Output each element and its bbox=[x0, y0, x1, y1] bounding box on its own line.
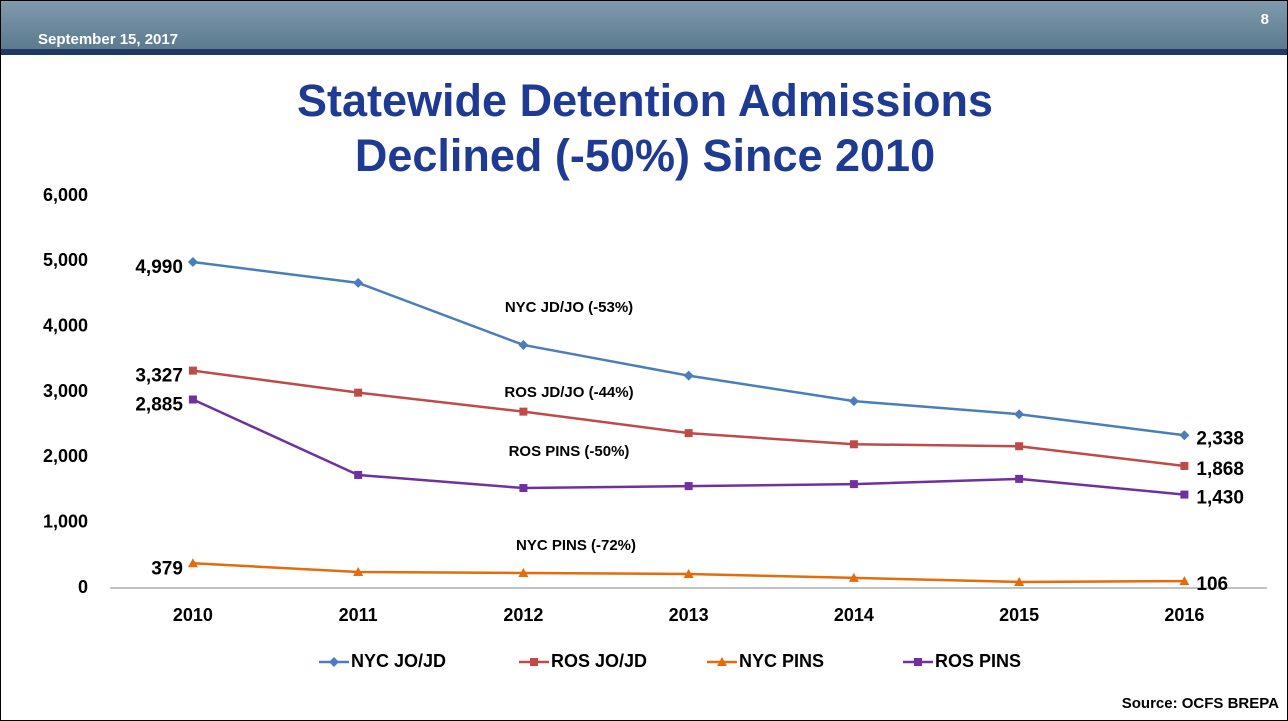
marker bbox=[849, 480, 858, 489]
marker bbox=[519, 407, 528, 416]
source: Source: OCFS BREPA bbox=[1122, 695, 1279, 712]
y-tick-label: 5,000 bbox=[43, 250, 88, 270]
date: September 15, 2017 bbox=[38, 31, 179, 48]
page-number: 8 bbox=[1260, 11, 1269, 28]
marker bbox=[717, 657, 727, 666]
marker bbox=[518, 567, 529, 577]
x-tick-label: 2012 bbox=[503, 605, 543, 625]
marker bbox=[188, 395, 197, 404]
marker bbox=[519, 484, 528, 493]
marker bbox=[848, 396, 859, 407]
y-tick-label: 2,000 bbox=[43, 446, 88, 466]
marker bbox=[518, 339, 529, 350]
legend-label: ROS JO/JD bbox=[551, 651, 647, 671]
x-tick-label: 2013 bbox=[669, 605, 709, 625]
data-label: 379 bbox=[151, 558, 183, 579]
marker bbox=[1015, 442, 1024, 451]
marker bbox=[354, 388, 363, 397]
legend-label: ROS PINS bbox=[935, 651, 1021, 671]
data-label: 1,868 bbox=[1196, 459, 1244, 480]
marker bbox=[1180, 461, 1189, 470]
marker bbox=[530, 658, 538, 666]
marker bbox=[187, 256, 198, 267]
y-tick-label: 1,000 bbox=[43, 511, 88, 531]
series-line bbox=[192, 369, 1185, 468]
marker bbox=[188, 366, 197, 375]
y-tick-label: 4,000 bbox=[43, 315, 88, 335]
marker bbox=[914, 658, 922, 666]
marker bbox=[683, 370, 694, 381]
data-label: 4,990 bbox=[135, 257, 183, 278]
legend-label: NYC JO/JD bbox=[351, 651, 446, 671]
header-bar bbox=[1, 1, 1287, 49]
marker bbox=[1014, 576, 1025, 586]
marker bbox=[683, 568, 694, 578]
y-tick-label: 6,000 bbox=[43, 185, 88, 205]
x-tick-label: 2011 bbox=[339, 605, 378, 625]
marker bbox=[353, 277, 364, 288]
chart-title: Statewide Detention Admissions Declined … bbox=[297, 75, 993, 181]
data-label: 1,430 bbox=[1196, 488, 1244, 509]
marker bbox=[354, 470, 363, 479]
marker bbox=[1179, 430, 1190, 441]
marker bbox=[329, 657, 339, 667]
data-label: 3,327 bbox=[135, 366, 183, 387]
marker bbox=[353, 566, 364, 576]
marker bbox=[1180, 490, 1189, 499]
legend-label: NYC PINS bbox=[739, 651, 824, 671]
marker bbox=[684, 429, 693, 438]
data-label: 2,885 bbox=[135, 395, 183, 416]
marker bbox=[1015, 474, 1024, 483]
x-tick-label: 2014 bbox=[834, 605, 874, 625]
annotation: NYC JD/JO (-53%) bbox=[505, 299, 633, 316]
marker bbox=[1014, 409, 1025, 420]
y-tick-label: 0 bbox=[78, 577, 88, 597]
data-label: 106 bbox=[1196, 574, 1228, 595]
marker bbox=[848, 572, 859, 582]
annotation: NYC PINS (-72%) bbox=[516, 537, 636, 554]
y-tick-label: 3,000 bbox=[43, 381, 88, 401]
x-tick-label: 2015 bbox=[999, 605, 1039, 625]
marker bbox=[1179, 576, 1190, 586]
header-stripe bbox=[1, 49, 1287, 55]
x-tick-label: 2010 bbox=[173, 605, 213, 625]
marker bbox=[684, 482, 693, 491]
x-tick-label: 2016 bbox=[1164, 605, 1204, 625]
marker bbox=[849, 440, 858, 449]
annotation: ROS JD/JO (-44%) bbox=[504, 384, 633, 401]
marker bbox=[187, 558, 198, 568]
annotation: ROS PINS (-50%) bbox=[509, 443, 630, 460]
data-label: 2,338 bbox=[1196, 428, 1244, 449]
series-line bbox=[192, 260, 1185, 437]
